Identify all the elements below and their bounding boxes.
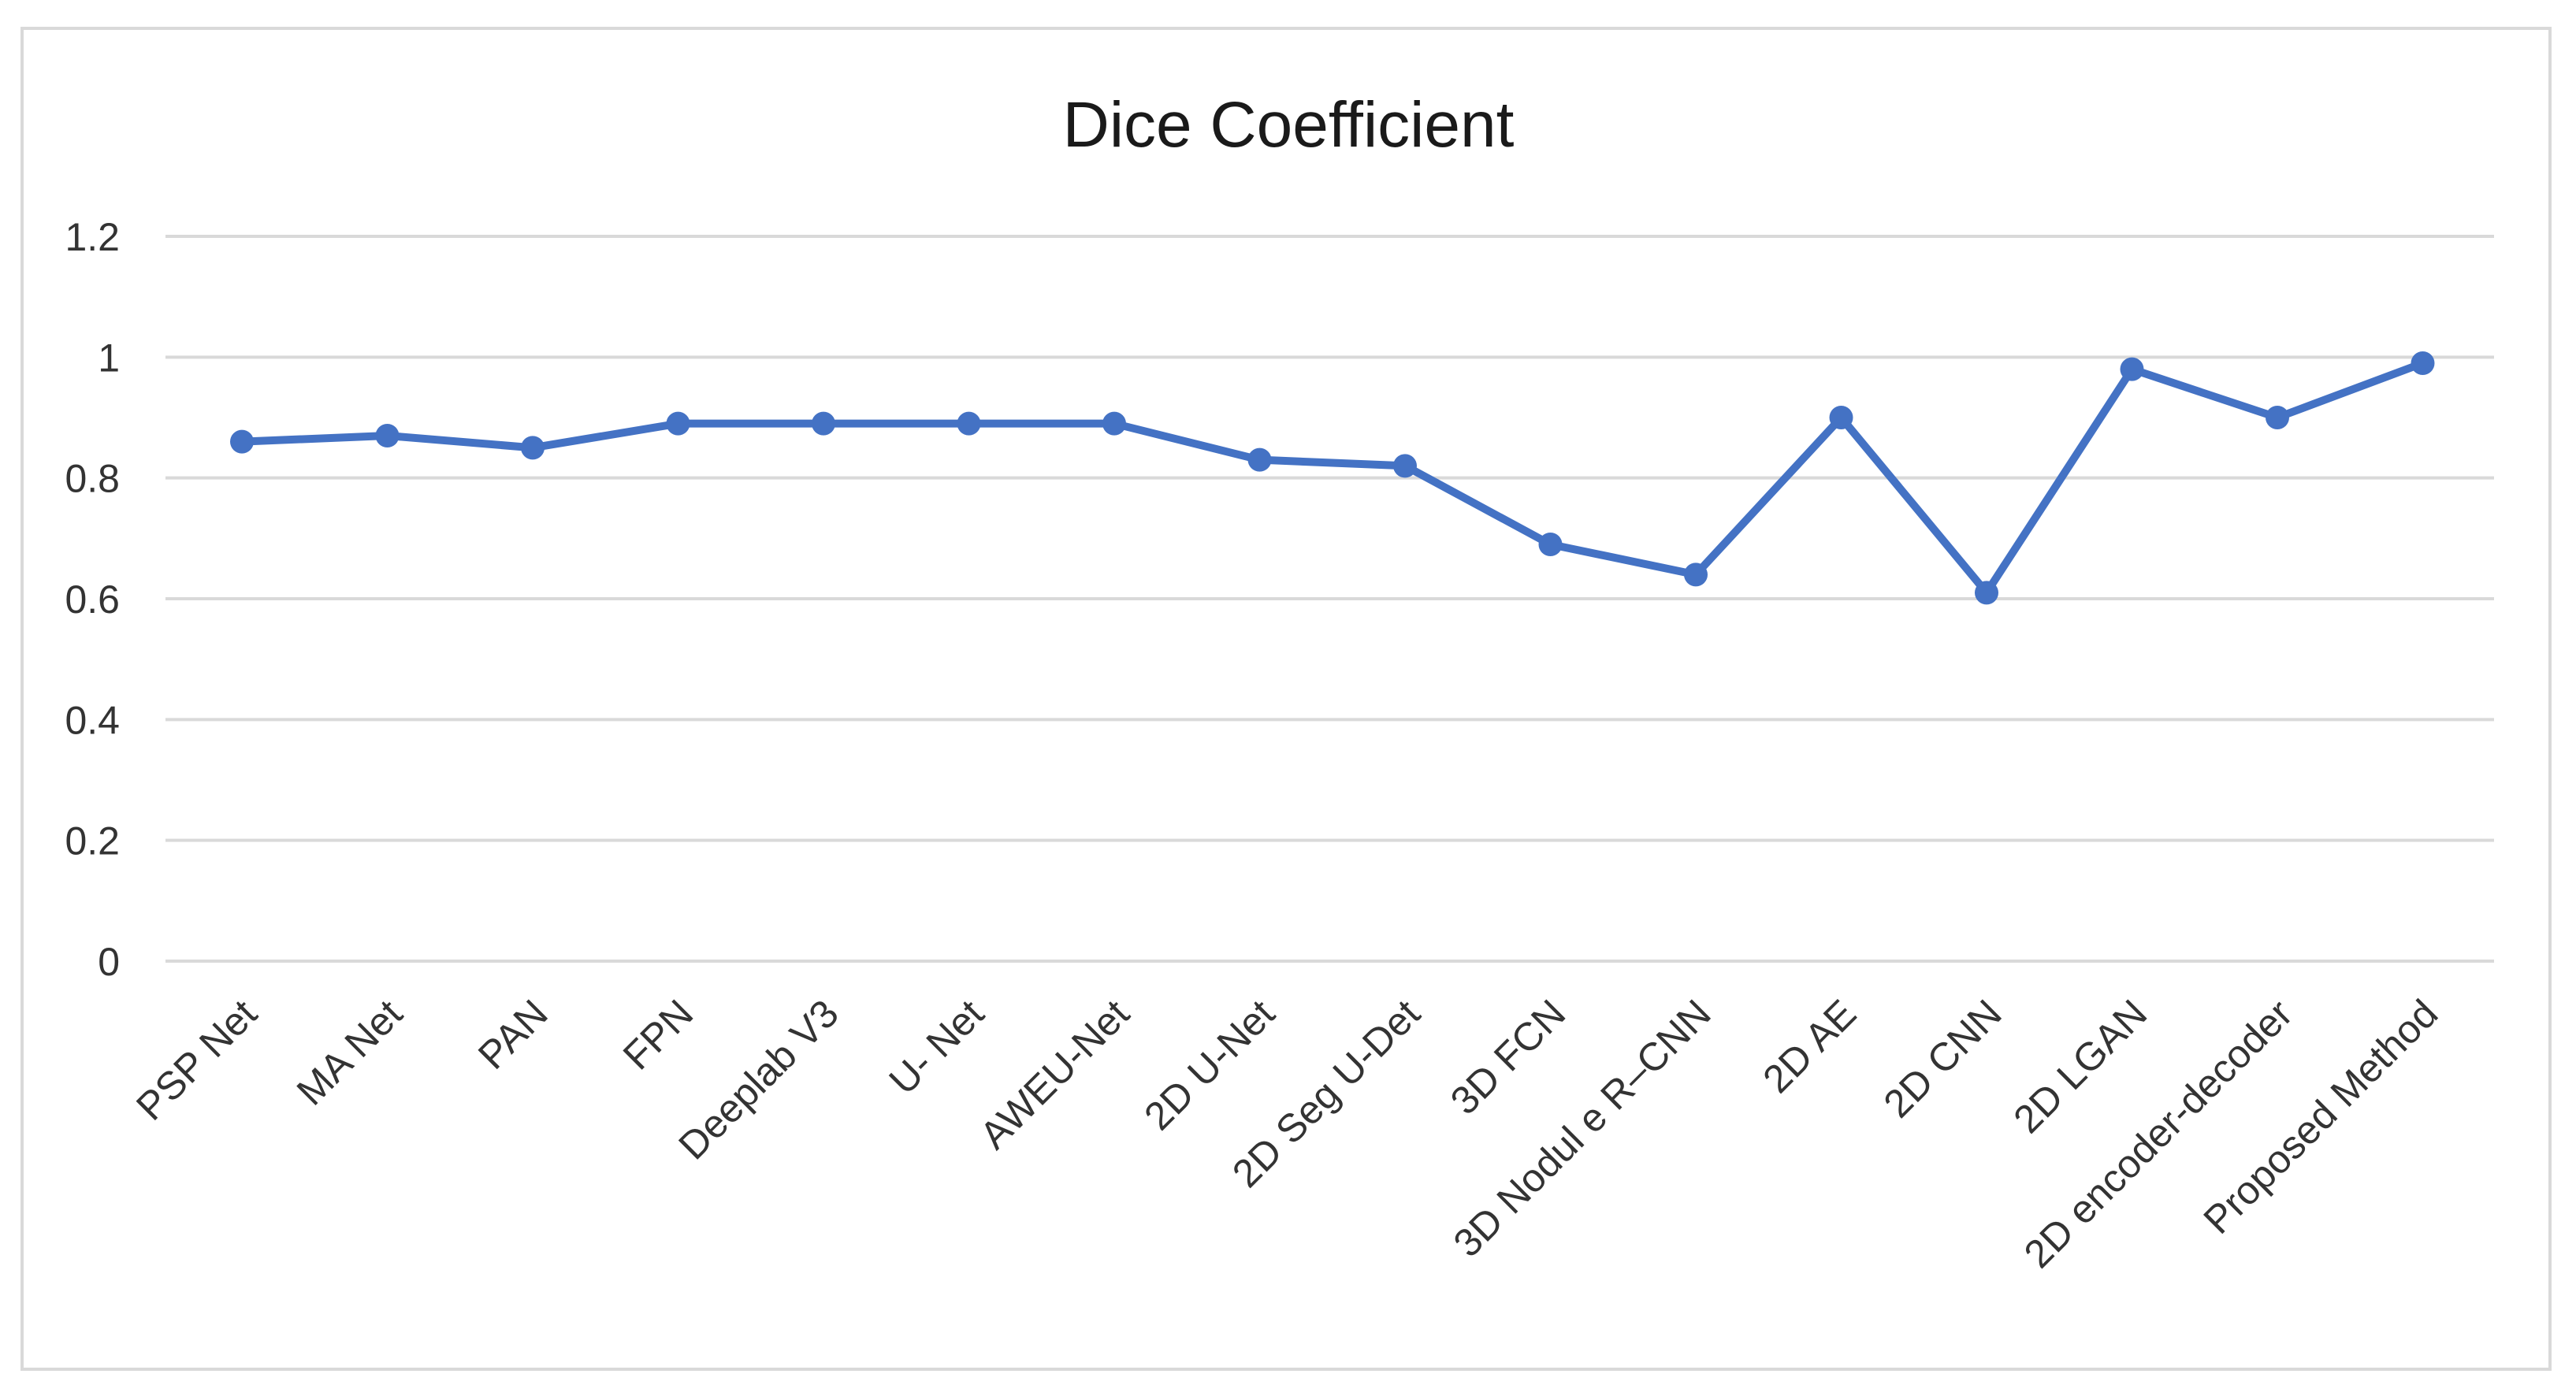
gridlines bbox=[165, 235, 2494, 963]
x-tick-label: 2D CNN bbox=[1875, 991, 2010, 1126]
y-tick-label: 0 bbox=[98, 940, 120, 984]
data-point bbox=[1247, 447, 1272, 472]
data-point bbox=[2120, 357, 2144, 381]
data-point bbox=[1538, 533, 1563, 556]
data-point bbox=[375, 424, 400, 447]
data-point bbox=[2266, 406, 2289, 429]
y-tick-label: 0.6 bbox=[65, 577, 120, 622]
x-tick-label: 2D encoder-decoder bbox=[2016, 991, 2301, 1276]
data-point bbox=[1684, 562, 1708, 587]
y-tick-label: 1 bbox=[98, 336, 120, 380]
data-point bbox=[666, 411, 690, 436]
data-point bbox=[521, 436, 545, 460]
data-point bbox=[1393, 454, 1417, 478]
chart-frame bbox=[20, 27, 2552, 1371]
data-point bbox=[812, 411, 835, 436]
x-tick-label: 2D LGAN bbox=[2005, 991, 2155, 1142]
x-tick-label: 3D Nodul e R–CNN bbox=[1445, 991, 1719, 1265]
series-layer bbox=[230, 351, 2435, 605]
data-point bbox=[2411, 351, 2435, 375]
data-point bbox=[230, 429, 254, 454]
y-tick-label: 0.4 bbox=[65, 698, 120, 742]
y-tick-label: 0.2 bbox=[65, 819, 120, 863]
x-tick-label: 3D FCN bbox=[1442, 991, 1574, 1123]
x-tick-label: PSP Net bbox=[128, 991, 266, 1129]
y-tick-label: 0.8 bbox=[65, 457, 120, 501]
x-tick-label: 2D AE bbox=[1754, 991, 1864, 1101]
x-tick-label: PAN bbox=[470, 991, 556, 1078]
y-axis-ticks: 0 0.2 0.4 0.6 0.8 1 1.2 bbox=[65, 215, 120, 984]
x-tick-label: U- Net bbox=[881, 991, 993, 1103]
data-point bbox=[957, 411, 981, 436]
x-tick-label: MA Net bbox=[288, 991, 411, 1114]
series-line bbox=[238, 359, 2427, 597]
x-tick-label: FPN bbox=[615, 991, 701, 1078]
chart-title: Dice Coefficient bbox=[1063, 89, 1515, 161]
x-tick-label: AWEU-Net bbox=[972, 991, 1138, 1157]
x-tick-label: 2D U-Net bbox=[1136, 991, 1283, 1138]
data-point bbox=[1102, 411, 1126, 436]
data-point bbox=[1829, 406, 1853, 429]
y-tick-label: 1.2 bbox=[65, 215, 120, 259]
data-point bbox=[1975, 581, 1998, 605]
